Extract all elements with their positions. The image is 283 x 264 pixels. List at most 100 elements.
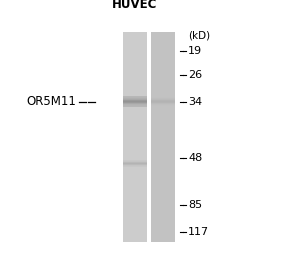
Bar [151, 184, 175, 186]
Bar [151, 72, 175, 74]
Bar [123, 182, 147, 184]
Bar [123, 152, 147, 154]
Bar [123, 144, 147, 145]
Bar [151, 142, 175, 144]
Bar [123, 234, 147, 236]
Text: 26: 26 [188, 70, 202, 80]
Bar [123, 189, 147, 191]
Bar [151, 158, 175, 159]
Bar [123, 98, 147, 99]
Text: (kD): (kD) [188, 30, 210, 40]
Bar [123, 44, 147, 46]
Bar [151, 95, 175, 96]
Bar [151, 70, 175, 72]
Bar [123, 34, 147, 35]
Bar [123, 221, 147, 222]
Bar [151, 221, 175, 222]
Bar [151, 178, 175, 180]
Bar [151, 49, 175, 51]
Bar [123, 224, 147, 226]
Bar [123, 203, 147, 205]
Text: HUVEC: HUVEC [112, 0, 157, 11]
Bar [151, 189, 175, 191]
Bar [151, 126, 175, 128]
Bar [123, 84, 147, 86]
Bar [123, 156, 147, 158]
Bar [151, 81, 175, 82]
Bar [151, 187, 175, 189]
Bar [123, 154, 147, 156]
Bar [123, 121, 147, 122]
Text: OR5M11: OR5M11 [27, 95, 76, 108]
Bar [151, 106, 175, 107]
Bar [151, 110, 175, 112]
Bar [151, 34, 175, 35]
Bar [151, 46, 175, 48]
Bar [123, 149, 147, 150]
Bar [151, 107, 175, 109]
Bar [151, 163, 175, 165]
Bar [151, 99, 175, 100]
Bar [151, 161, 175, 163]
Bar [123, 228, 147, 229]
Bar [151, 234, 175, 236]
Bar [123, 206, 147, 208]
Bar [123, 42, 147, 44]
Bar [123, 49, 147, 51]
Bar [123, 158, 147, 159]
Bar [123, 161, 147, 162]
Bar [151, 219, 175, 221]
Bar [151, 60, 175, 62]
Bar [151, 194, 175, 196]
Bar [123, 54, 147, 56]
Bar [151, 68, 175, 70]
Bar [123, 107, 147, 109]
Bar [151, 206, 175, 208]
Bar [151, 65, 175, 67]
Bar [123, 130, 147, 131]
Bar [151, 210, 175, 212]
Bar [151, 166, 175, 168]
Bar [123, 124, 147, 126]
Bar [123, 77, 147, 79]
Bar [123, 170, 147, 172]
Text: 48: 48 [188, 153, 202, 163]
Bar [151, 172, 175, 173]
Bar [123, 112, 147, 114]
Bar [151, 51, 175, 53]
Bar [151, 229, 175, 231]
Bar [123, 32, 147, 34]
Bar [151, 74, 175, 76]
Bar [151, 128, 175, 130]
Bar [123, 196, 147, 198]
Bar [123, 147, 147, 149]
Bar [151, 102, 175, 103]
Bar [151, 97, 175, 98]
Bar [151, 196, 175, 198]
Bar [123, 128, 147, 130]
Bar [151, 147, 175, 149]
Bar [151, 238, 175, 240]
Bar [123, 217, 147, 219]
Bar [123, 56, 147, 58]
Bar [151, 53, 175, 54]
Bar [123, 233, 147, 234]
Bar [123, 116, 147, 117]
Bar [123, 200, 147, 201]
Bar [151, 101, 175, 102]
Bar [151, 114, 175, 116]
Bar [151, 124, 175, 126]
Bar [123, 110, 147, 112]
Bar [151, 119, 175, 121]
Bar [123, 65, 147, 67]
Bar [123, 72, 147, 74]
Bar [151, 104, 175, 105]
Bar [151, 226, 175, 228]
Bar [123, 226, 147, 228]
Bar [151, 62, 175, 63]
Bar [151, 117, 175, 119]
Bar [151, 121, 175, 122]
Bar [123, 150, 147, 152]
Bar [151, 150, 175, 152]
Bar [151, 144, 175, 145]
